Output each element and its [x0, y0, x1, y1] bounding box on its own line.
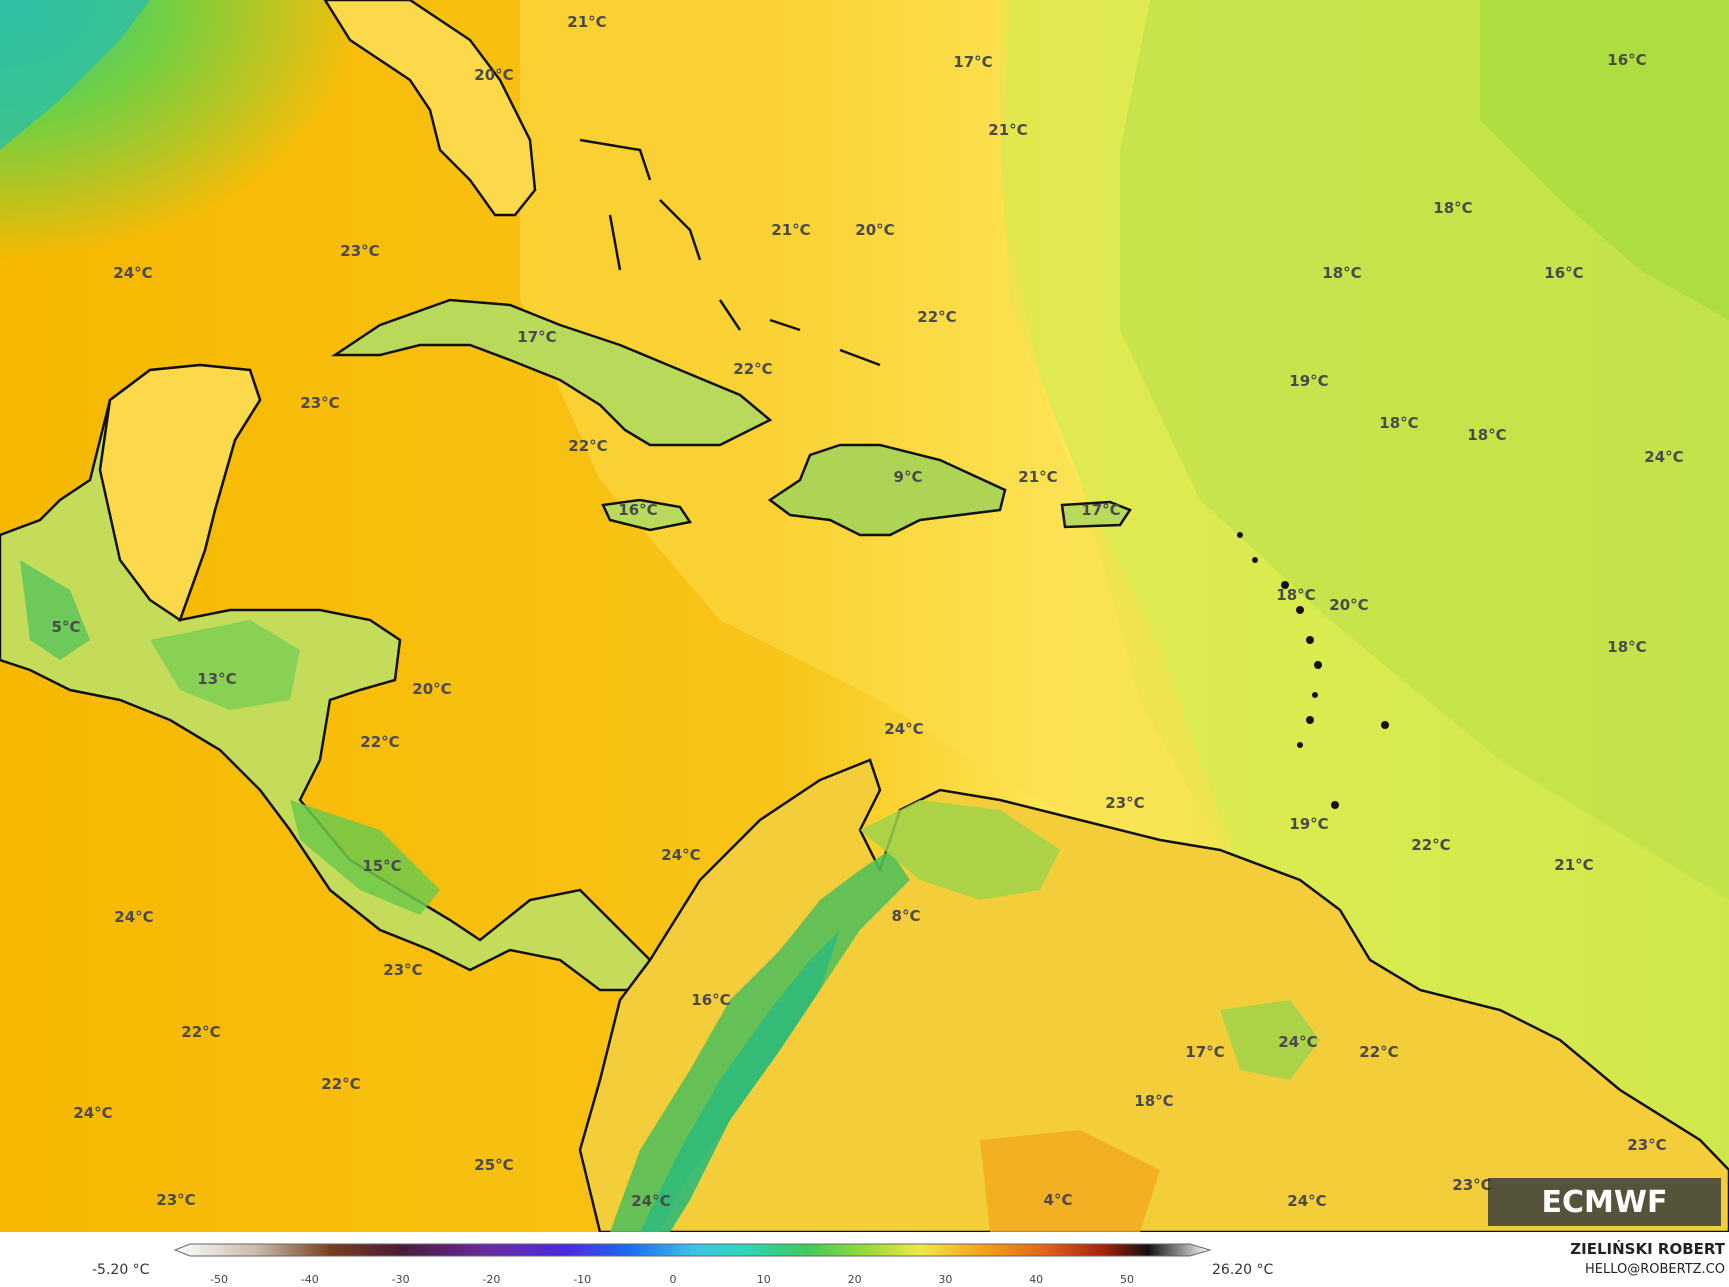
temperature-label: 20°C [474, 66, 513, 84]
ecmwf-logo-text: ECMWF [1541, 1184, 1668, 1220]
temperature-label: 23°C [340, 242, 379, 260]
florida-landmass [323, 0, 537, 217]
temperature-label: 20°C [1329, 596, 1368, 614]
atlantic-cooler-zone [1120, 0, 1729, 900]
puerto-rico-landmass [1060, 500, 1132, 529]
temperature-label: 22°C [733, 360, 772, 378]
temperature-map: 21°C 20°C 17°C 21°C 16°C 24°C 23°C 21°C 20°C 18°C… [0, 0, 1729, 1232]
colorbar-tick-label: 0 [670, 1273, 677, 1286]
temperature-label: 18°C [1379, 414, 1418, 432]
temperature-label: 19°C [1289, 372, 1328, 390]
temperature-label: 24°C [1644, 448, 1683, 466]
temperature-label: 5°C [52, 618, 81, 636]
temperature-label: 18°C [1134, 1092, 1173, 1110]
colorbar-tick-label: -10 [573, 1273, 591, 1286]
temperature-label: 17°C [1185, 1043, 1224, 1061]
colorbar-tick-label: 30 [938, 1273, 952, 1286]
temperature-label: 17°C [1081, 501, 1120, 519]
temperature-label: 17°C [953, 53, 992, 71]
andes-coldest-core [640, 930, 840, 1232]
temperature-labels: 21°C 20°C 17°C 21°C 16°C 24°C 23°C 21°C 20°C 18°C… [52, 13, 1684, 1210]
temperature-label: 21°C [988, 121, 1027, 139]
temperature-label: 24°C [631, 1192, 670, 1210]
temperature-label: 22°C [568, 437, 607, 455]
temperature-label: 23°C [383, 961, 422, 979]
temperature-label: 18°C [1467, 426, 1506, 444]
temperature-label: 22°C [321, 1075, 360, 1093]
temperature-label: 22°C [360, 733, 399, 751]
yucatan-peninsula [98, 363, 262, 622]
temperature-label: 24°C [884, 720, 923, 738]
temperature-label: 4°C [1044, 1191, 1073, 1209]
bahamas-islands [579, 138, 881, 367]
costa-rica-highlands [290, 800, 440, 915]
temperature-label: 22°C [917, 308, 956, 326]
colorbar-tick-label: -50 [210, 1273, 228, 1286]
temperature-label: 16°C [618, 501, 657, 519]
temperature-label: 21°C [771, 221, 810, 239]
temperature-label: 19°C [1289, 815, 1328, 833]
colorbar: -50 -40 -30 -20 -10 0 10 20 30 40 50 [173, 1243, 1212, 1286]
colorbar-min-label: -5.20 °C [92, 1262, 150, 1278]
temperature-label: 24°C [114, 908, 153, 926]
temperature-label: 24°C [1278, 1033, 1317, 1051]
temperature-label: 23°C [1627, 1136, 1666, 1154]
hispaniola-landmass [767, 443, 1007, 537]
highland-cold-spots-2 [150, 620, 300, 710]
temperature-label: 23°C [1105, 794, 1144, 812]
temperature-label: 8°C [892, 907, 921, 925]
colorbar-ticks: -50 -40 -30 -20 -10 0 10 20 30 40 50 [210, 1273, 1134, 1286]
northwest-cold-core [0, 0, 150, 150]
highland-cold-spots [20, 560, 90, 660]
temperature-label: 25°C [474, 1156, 513, 1174]
temperature-label: 18°C [1607, 638, 1646, 656]
temperature-label: 23°C [156, 1191, 195, 1209]
temperature-label: 22°C [181, 1023, 220, 1041]
temperature-label: 22°C [1359, 1043, 1398, 1061]
temperature-label: 21°C [567, 13, 606, 31]
temperature-label: 18°C [1276, 586, 1315, 604]
colorbar-ramp [173, 1243, 1212, 1257]
temperature-label: 9°C [894, 468, 923, 486]
colorbar-tick-label: -30 [392, 1273, 410, 1286]
temperature-label: 18°C [1322, 264, 1361, 282]
author-name: ZIELIŃSKI ROBERT [1570, 1240, 1725, 1258]
colorbar-max-label: 26.20 °C [1212, 1262, 1274, 1278]
guiana-highlands [1220, 1000, 1320, 1080]
temperature-label: 16°C [1607, 51, 1646, 69]
temperature-label: 16°C [691, 991, 730, 1009]
temperature-label: 24°C [73, 1104, 112, 1122]
temperature-label: 24°C [661, 846, 700, 864]
colorbar-tick-label: 40 [1029, 1273, 1043, 1286]
temperature-label: 18°C [1433, 199, 1472, 217]
colorbar-tick-label: 10 [757, 1273, 771, 1286]
jamaica-landmass [601, 498, 693, 532]
temperature-label: 17°C [517, 328, 556, 346]
colorbar-tick-label: 20 [848, 1273, 862, 1286]
colorbar-tick-label: -40 [301, 1273, 319, 1286]
temperature-label: 20°C [412, 680, 451, 698]
temperature-label: 16°C [1544, 264, 1583, 282]
temperature-label: 21°C [1554, 856, 1593, 874]
temperature-label: 24°C [1287, 1192, 1326, 1210]
colorbar-tick-label: 50 [1120, 1273, 1134, 1286]
ecmwf-logo: ECMWF [1488, 1178, 1721, 1226]
colorbar-tick-label: -20 [482, 1273, 500, 1286]
temperature-label: 15°C [362, 857, 401, 875]
footer [0, 1232, 1729, 1287]
temperature-label: 13°C [197, 670, 236, 688]
temperature-label: 23°C [1452, 1176, 1491, 1194]
temperature-label: 24°C [113, 264, 152, 282]
temperature-label: 22°C [1411, 836, 1450, 854]
temperature-label: 20°C [855, 221, 894, 239]
temperature-label: 23°C [300, 394, 339, 412]
south-warm-zone [980, 1130, 1160, 1232]
atlantic-coldest-zone [1480, 0, 1729, 320]
temperature-label: 21°C [1018, 468, 1057, 486]
author-email: HELLO@ROBERTZ.CO [1584, 1262, 1725, 1277]
cuba-landmass [330, 298, 773, 447]
venezuela-highlands [860, 800, 1060, 900]
lesser-antilles [1237, 532, 1389, 809]
